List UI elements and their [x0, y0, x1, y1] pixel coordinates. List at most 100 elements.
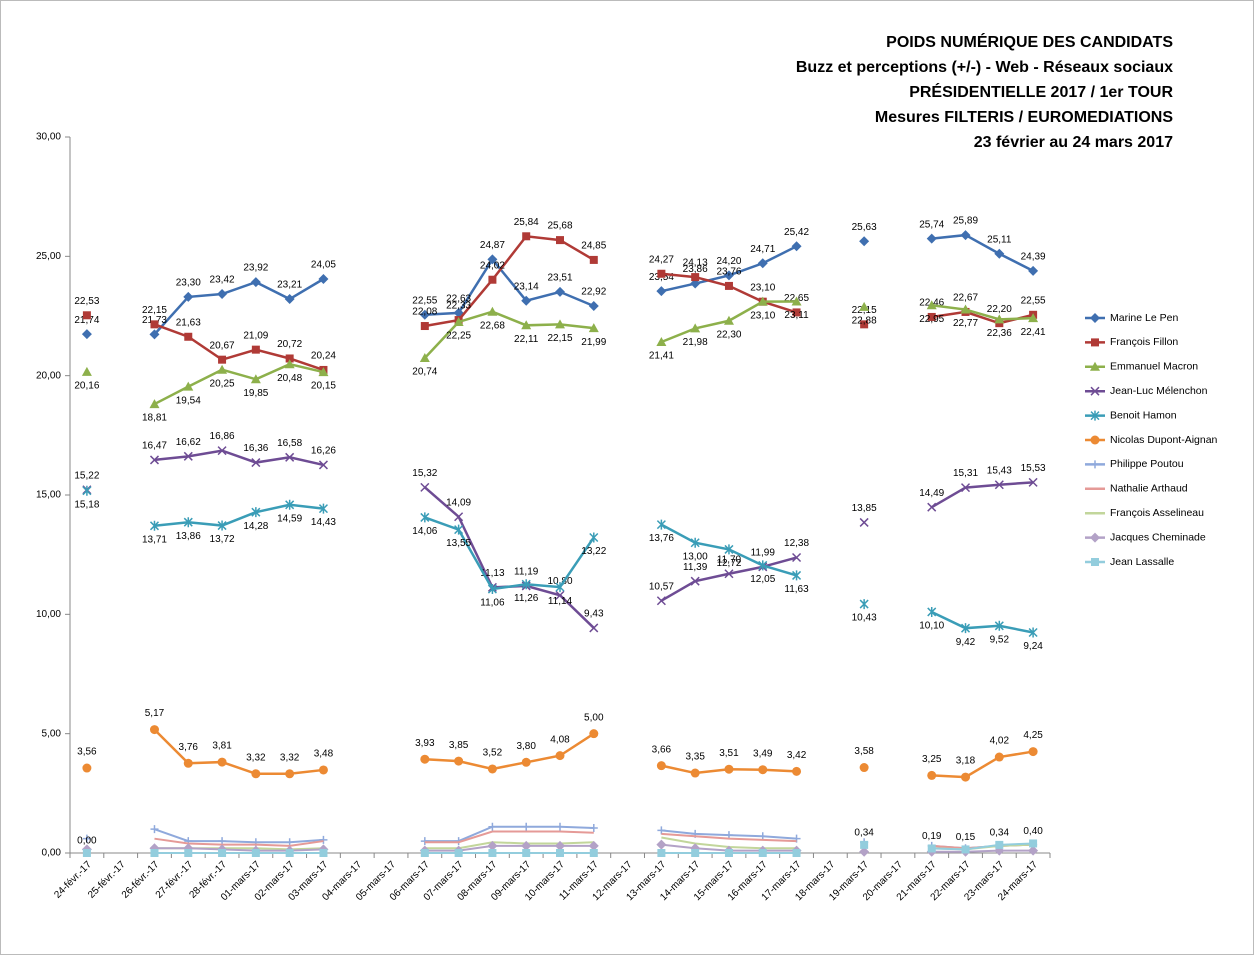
data-label: 3,48	[314, 749, 334, 760]
data-label: 13,55	[446, 538, 471, 549]
data-point	[318, 367, 329, 377]
data-label: 11,26	[514, 593, 539, 604]
chart-title: Mesures FILTERIS / EUROMEDIATIONS	[875, 109, 1173, 126]
data-label: 22,11	[514, 334, 539, 345]
series-line	[154, 825, 1034, 850]
data-label: 9,42	[956, 637, 976, 648]
data-point	[724, 281, 733, 290]
data-point	[927, 844, 936, 853]
data-point	[251, 507, 261, 518]
data-point	[927, 312, 936, 321]
data-point	[556, 236, 564, 245]
data-label: 25,84	[514, 217, 539, 228]
data-label: 3,58	[854, 746, 874, 757]
data-label: 22,30	[716, 329, 741, 340]
series-line	[153, 300, 1034, 406]
data-point	[218, 849, 227, 857]
legend-marker	[1090, 410, 1100, 421]
data-label: 22,33	[446, 301, 471, 312]
data-label: 3,66	[652, 744, 672, 755]
data-label: 13,76	[649, 533, 674, 544]
data-point	[487, 584, 497, 595]
data-point	[521, 840, 532, 851]
data-point	[657, 849, 666, 857]
legend-marker	[1090, 361, 1100, 371]
data-point	[791, 296, 802, 306]
data-label: 22,41	[1021, 327, 1046, 338]
data-point	[555, 582, 565, 593]
data-point	[995, 840, 1004, 849]
data-point	[285, 452, 295, 462]
chart-title: 23 février au 24 mars 2017	[974, 134, 1173, 151]
series-line	[154, 503, 1034, 634]
data-label: 9,24	[1023, 641, 1043, 652]
data-point	[555, 319, 565, 329]
data-label: 11,19	[514, 567, 539, 578]
data-label: 22,15	[142, 305, 167, 316]
data-point	[555, 751, 565, 761]
data-label: 3,52	[483, 748, 503, 759]
y-tick-label: 25,00	[36, 251, 61, 262]
legend-label: Jean-Luc Mélenchon	[1110, 385, 1208, 397]
data-label: 22,25	[446, 331, 471, 342]
data-label: 20,24	[311, 351, 336, 362]
data-label: 24,85	[581, 241, 606, 252]
data-label: 4,25	[1023, 730, 1043, 741]
data-label: 0,19	[922, 831, 942, 842]
legend-label: Marine Le Pen	[1110, 312, 1178, 324]
data-point	[521, 579, 531, 590]
data-point	[656, 839, 667, 850]
data-point	[454, 512, 464, 522]
data-label: 15,53	[1021, 463, 1046, 474]
data-label: 23,76	[716, 267, 741, 278]
data-label: 21,99	[581, 337, 606, 348]
data-label: 11,39	[683, 562, 708, 573]
data-point	[588, 323, 599, 333]
data-label: 12,72	[716, 558, 741, 569]
data-point	[589, 255, 598, 264]
data-label: 4,02	[990, 736, 1010, 747]
data-label: 22,20	[987, 304, 1012, 315]
data-label: 13,00	[683, 551, 708, 562]
data-point	[757, 258, 768, 269]
data-point	[318, 503, 328, 514]
data-point	[488, 275, 497, 284]
data-label: 21,09	[243, 330, 268, 341]
data-label: 24,39	[1021, 252, 1046, 263]
y-tick-label: 15,00	[36, 490, 61, 501]
data-point	[319, 835, 328, 844]
data-label: 20,15	[311, 381, 336, 392]
data-point	[250, 374, 261, 384]
data-label: 23,92	[243, 263, 268, 274]
data-label: 3,76	[179, 742, 199, 753]
data-label: 13,85	[852, 503, 877, 514]
data-point	[1028, 627, 1038, 638]
data-point	[150, 849, 159, 857]
data-point	[81, 329, 92, 340]
legend-label: Jean Lassalle	[1110, 556, 1174, 568]
data-point	[994, 480, 1004, 490]
data-point	[217, 520, 227, 531]
data-label: 10,43	[852, 613, 877, 624]
data-label: 10,10	[919, 621, 944, 632]
data-point	[724, 544, 734, 555]
data-point	[217, 289, 228, 300]
data-label: 9,52	[990, 634, 1010, 645]
data-point	[487, 254, 498, 265]
data-point	[960, 623, 971, 634]
data-label: 22,68	[480, 320, 505, 331]
data-point	[251, 458, 261, 468]
data-point	[926, 300, 937, 310]
data-label: 22,88	[852, 316, 877, 327]
data-point	[589, 849, 598, 857]
data-label: 3,85	[449, 740, 469, 751]
data-point	[860, 840, 869, 849]
data-point	[184, 332, 193, 341]
data-label: 11,63	[784, 584, 809, 595]
data-point	[859, 763, 869, 773]
data-point	[859, 846, 870, 857]
y-tick-label: 20,00	[36, 370, 61, 381]
data-point	[522, 232, 531, 241]
data-point	[183, 381, 194, 391]
